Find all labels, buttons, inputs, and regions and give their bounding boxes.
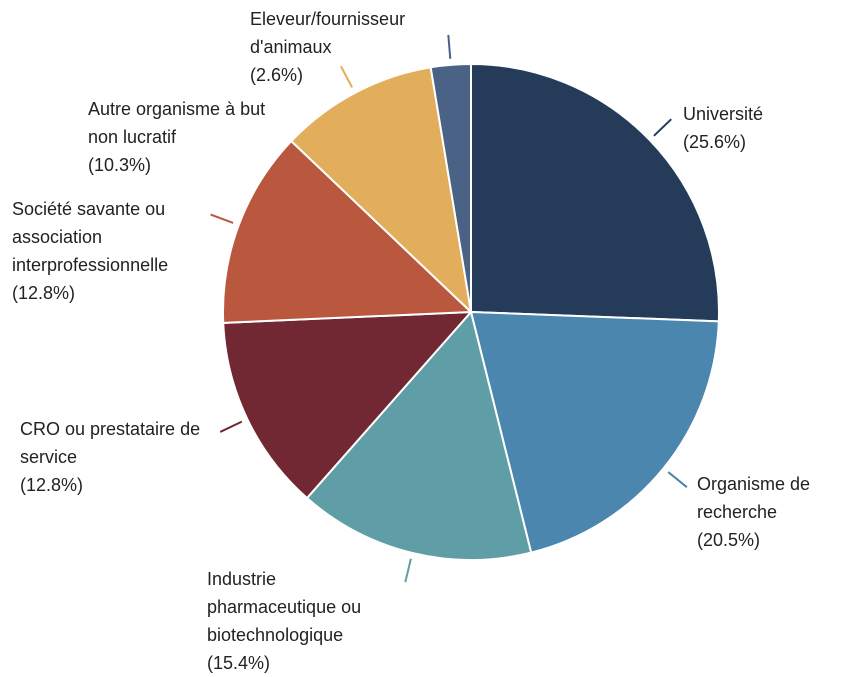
category-label: Organisme de recherche <box>697 474 811 522</box>
category-label: Université <box>683 104 764 124</box>
value-label: (10.3%) <box>88 155 152 175</box>
slice-label: Eleveur/fournisseur d'animaux (2.6%) <box>250 5 430 89</box>
pie-slice <box>470 62 720 323</box>
value-label: (25.6%) <box>683 132 747 152</box>
leader-line <box>340 65 354 88</box>
slice-label: Société savante ou association interprof… <box>12 195 217 307</box>
value-label: (2.6%) <box>250 65 304 85</box>
value-label: (15.4%) <box>207 653 271 673</box>
slice-label: Industrie pharmaceutique ou biotechnolog… <box>207 565 402 677</box>
value-label: (12.8%) <box>20 475 84 495</box>
pie-slice <box>469 310 720 554</box>
leader-line <box>404 558 412 583</box>
pie-slice <box>222 139 474 324</box>
category-label: Industrie pharmaceutique ou biotechnolog… <box>207 569 362 645</box>
slice-label: Université (25.6%) <box>683 100 783 156</box>
value-label: (12.8%) <box>12 283 76 303</box>
pie-slice <box>429 62 472 313</box>
leader-line <box>447 34 452 59</box>
leader-line <box>210 213 234 224</box>
pie-slice <box>222 310 474 500</box>
pie-slice <box>305 309 533 561</box>
slice-label: CRO ou prestataire de service (12.8%) <box>20 415 225 499</box>
slice-label: Organisme de recherche (20.5%) <box>697 470 841 554</box>
slice-label: Autre organisme à but non lucratif (10.3%… <box>88 95 273 179</box>
category-label: CRO ou prestataire de service <box>20 419 201 467</box>
leader-line <box>667 471 688 488</box>
category-label: Autre organisme à but non lucratif <box>88 99 266 147</box>
value-label: (20.5%) <box>697 530 761 550</box>
pie-slice <box>289 66 473 315</box>
category-label: Société savante ou association interprof… <box>12 199 169 275</box>
category-label: Eleveur/fournisseur d'animaux <box>250 9 406 57</box>
leader-line <box>219 420 243 433</box>
leader-line <box>653 118 672 137</box>
